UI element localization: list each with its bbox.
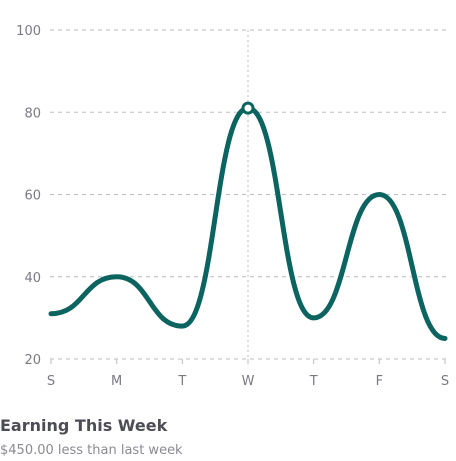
x-tick-label: M	[111, 374, 122, 389]
highlighted-data-point	[241, 101, 255, 115]
x-tick-label: T	[177, 374, 186, 389]
x-tick-label: W	[242, 374, 255, 389]
y-tick-label: 40	[24, 271, 41, 286]
caption-subtitle: $450.00 less than last week	[0, 443, 183, 458]
earnings-chart: 20 40 60 80 100 S M T W T F S	[16, 24, 449, 389]
y-tick-label: 80	[24, 106, 41, 121]
x-tick-label: T	[309, 374, 318, 389]
caption-title: Earning This Week	[0, 416, 168, 435]
y-tick-label: 20	[24, 353, 41, 368]
x-tick-label: F	[376, 374, 383, 389]
series-line	[48, 105, 448, 341]
y-tick-label: 100	[16, 24, 41, 39]
earnings-line-chart: 20 40 60 80 100 S M T W T F S	[16, 24, 449, 389]
y-tick-label: 60	[24, 189, 41, 204]
chart-caption: Earning This Week $450.00 less than last…	[0, 416, 183, 460]
x-tick-label: S	[47, 374, 55, 389]
x-tick-label: S	[441, 374, 449, 389]
